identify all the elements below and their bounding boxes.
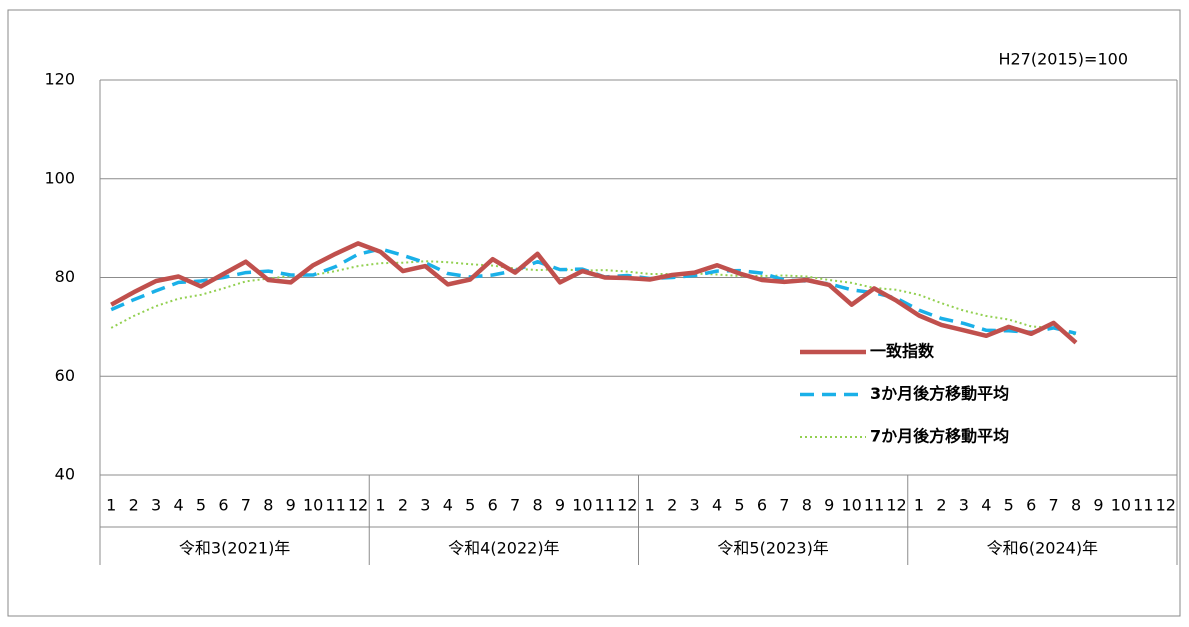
series-line — [110, 247, 1077, 336]
x-tick-label: 7 — [779, 496, 789, 515]
y-tick-label: 80 — [55, 267, 75, 286]
x-tick-label: 5 — [734, 496, 744, 515]
x-tick-label: 4 — [443, 496, 453, 515]
x-tick-label: 7 — [1049, 496, 1059, 515]
x-tick-label: 10 — [1111, 496, 1131, 515]
series-line — [110, 260, 1077, 336]
x-tick-label: 12 — [1156, 496, 1176, 515]
x-tick-label: 5 — [196, 496, 206, 515]
series-line — [110, 241, 1078, 345]
x-tick-label: 1 — [914, 496, 924, 515]
x-tick-label: 1 — [645, 496, 655, 515]
x-tick-label: 6 — [757, 496, 767, 515]
x-tick-label: 4 — [981, 496, 991, 515]
x-tick-label: 10 — [572, 496, 592, 515]
annotation: H27(2015)=100 — [998, 50, 1128, 69]
y-tick-label: 100 — [44, 168, 75, 187]
x-tick-label: 3 — [420, 496, 430, 515]
x-tick-label: 11 — [864, 496, 884, 515]
x-tick-label: 3 — [151, 496, 161, 515]
x-tick-label: 8 — [802, 496, 812, 515]
x-tick-label: 10 — [841, 496, 861, 515]
x-tick-label: 9 — [1093, 496, 1103, 515]
x-tick-label: 8 — [263, 496, 273, 515]
x-tick-label: 12 — [617, 496, 637, 515]
y-tick-label: 120 — [44, 70, 75, 89]
x-tick-label: 12 — [886, 496, 906, 515]
x-tick-label: 9 — [286, 496, 296, 515]
x-tick-label: 2 — [129, 496, 139, 515]
x-tick-label: 12 — [348, 496, 368, 515]
x-tick-label: 7 — [241, 496, 251, 515]
chart-frame — [7, 9, 1181, 617]
x-tick-label: 4 — [712, 496, 722, 515]
group-label: 令和5(2023)年 — [717, 539, 828, 558]
legend-label: 3か月後方移動平均 — [870, 384, 1009, 403]
x-tick-label: 3 — [959, 496, 969, 515]
x-tick-label: 2 — [398, 496, 408, 515]
x-tick-label: 7 — [510, 496, 520, 515]
y-tick-label: 40 — [55, 465, 75, 484]
y-tick-label: 60 — [55, 366, 75, 385]
x-tick-label: 10 — [303, 496, 323, 515]
group-label: 令和4(2022)年 — [448, 539, 559, 558]
x-tick-label: 9 — [824, 496, 834, 515]
x-tick-label: 4 — [173, 496, 183, 515]
x-tick-label: 11 — [325, 496, 345, 515]
x-tick-label: 3 — [690, 496, 700, 515]
x-tick-label: 1 — [106, 496, 116, 515]
group-label: 令和6(2024)年 — [987, 539, 1098, 558]
legend-label: 7か月後方移動平均 — [870, 427, 1009, 446]
group-label: 令和3(2021)年 — [179, 539, 290, 558]
x-tick-label: 11 — [1133, 496, 1153, 515]
x-tick-label: 11 — [595, 496, 615, 515]
x-tick-label: 2 — [936, 496, 946, 515]
x-tick-label: 6 — [488, 496, 498, 515]
x-tick-label: 6 — [1026, 496, 1036, 515]
x-tick-label: 8 — [532, 496, 542, 515]
x-tick-label: 5 — [1004, 496, 1014, 515]
x-tick-label: 6 — [218, 496, 228, 515]
x-tick-label: 8 — [1071, 496, 1081, 515]
x-tick-label: 5 — [465, 496, 475, 515]
legend-label: 一致指数 — [870, 342, 935, 361]
x-tick-label: 2 — [667, 496, 677, 515]
x-tick-label: 9 — [555, 496, 565, 515]
x-tick-label: 1 — [375, 496, 385, 515]
